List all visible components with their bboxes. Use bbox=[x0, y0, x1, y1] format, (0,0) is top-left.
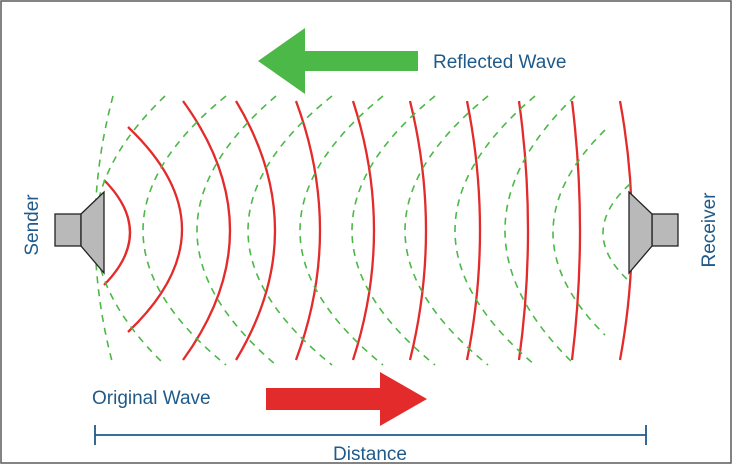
distance-line bbox=[94, 425, 647, 445]
reflected-wave-fronts bbox=[94, 95, 631, 366]
sender-speaker-icon bbox=[54, 190, 105, 275]
receiver-speaker-icon bbox=[628, 190, 679, 275]
reflected-wave-label: Reflected Wave bbox=[433, 52, 566, 73]
original-wave-arrow bbox=[266, 372, 427, 426]
reflected-wave-front bbox=[247, 95, 333, 366]
original-wave-label: Original Wave bbox=[92, 388, 211, 409]
reflected-wave-front bbox=[142, 95, 227, 366]
original-wave-front bbox=[408, 100, 428, 361]
reflected-wave-front bbox=[351, 95, 436, 366]
original-wave-fronts bbox=[103, 100, 634, 361]
original-wave-front bbox=[294, 100, 322, 361]
original-wave-front bbox=[127, 126, 183, 333]
reflected-wave-front bbox=[552, 129, 606, 336]
original-wave-front bbox=[517, 100, 530, 361]
reflected-wave-front bbox=[196, 95, 277, 366]
reflected-wave-front bbox=[404, 95, 489, 366]
reflected-wave-front bbox=[454, 95, 536, 366]
reflected-wave-arrow bbox=[258, 28, 418, 94]
original-wave-front bbox=[103, 179, 132, 286]
original-wave-front bbox=[570, 100, 582, 361]
original-wave-front bbox=[351, 100, 376, 361]
reflected-wave-front bbox=[94, 95, 166, 366]
reflected-wave-front bbox=[299, 95, 384, 366]
reflected-wave-front bbox=[602, 183, 631, 283]
receiver-label: Receiver bbox=[699, 192, 720, 268]
original-wave-front bbox=[182, 100, 232, 361]
distance-label: Distance bbox=[333, 444, 407, 464]
original-wave-front bbox=[235, 100, 277, 361]
sender-label: Sender bbox=[22, 194, 43, 256]
original-wave-front bbox=[465, 100, 482, 361]
reflected-wave-front bbox=[504, 95, 576, 366]
